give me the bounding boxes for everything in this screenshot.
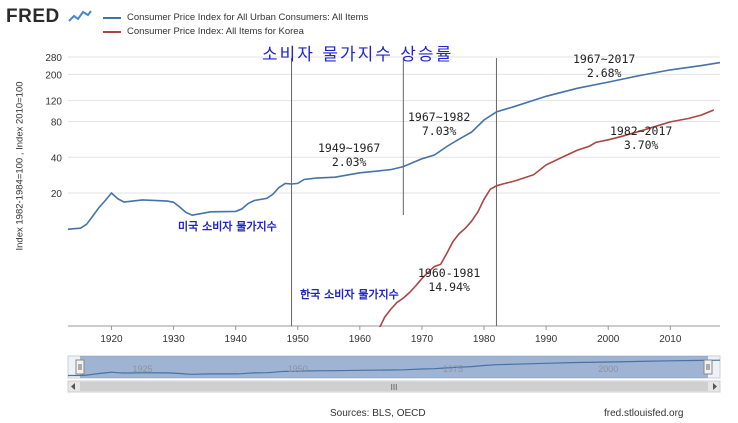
annotation-1960-1981: 1960-1981 14.94% [418, 266, 481, 294]
legend-swatch-us [103, 16, 121, 19]
x-tick-label: 1960 [349, 334, 372, 345]
x-tick-label: 2000 [597, 334, 620, 345]
label-korea-cpi: 한국 소비자 물가지수 [300, 288, 399, 301]
y-tick-label: 80 [51, 118, 63, 129]
y-tick-label: 280 [45, 53, 62, 64]
x-tick-label: 2010 [659, 334, 682, 345]
series-line-korea [359, 109, 715, 349]
y-tick-label: 200 [45, 70, 62, 81]
annotation-1967-1982: 1967~1982 7.03% [408, 110, 471, 138]
navigator-scrollbar[interactable]: III [67, 380, 721, 393]
navigator-tick-label: 1925 [132, 364, 152, 374]
overlay-title: 소비자 물가지수 상승률 [262, 45, 454, 65]
legend-label-korea: Consumer Price Index: All Items for Kore… [127, 26, 304, 37]
legend-item-korea[interactable]: Consumer Price Index: All Items for Kore… [103, 26, 304, 37]
scrollbar-grip-label: III [391, 383, 398, 392]
y-tick-label: 40 [51, 153, 63, 164]
label-us-cpi: 미국 소비자 물가지수 [178, 220, 277, 233]
fred-logo[interactable]: FRED [6, 6, 92, 28]
navigator-right-handle[interactable] [703, 359, 713, 375]
annotation-1982-2017: 1982~2017 3.70% [610, 124, 673, 152]
x-tick-label: 1940 [225, 334, 248, 345]
plot-bottom-mask [68, 327, 720, 351]
navigator-series-line [68, 359, 721, 377]
y-tick-label: 20 [51, 189, 63, 200]
site-link[interactable]: fred.stlouisfed.org [604, 408, 684, 419]
legend-swatch-korea [103, 30, 121, 33]
handle-body [75, 359, 85, 375]
y-tick-label: 120 [45, 97, 62, 108]
scroll-left-arrow-icon[interactable] [71, 383, 75, 390]
navigator-tick-label: 1950 [288, 364, 308, 374]
handle-body [703, 359, 713, 375]
x-tick-label: 1930 [162, 334, 185, 345]
legend-label-us: Consumer Price Index for All Urban Consu… [127, 12, 369, 23]
sources-text: Sources: BLS, OECD [330, 408, 426, 419]
annotation-1949-1967: 1949~1967 2.03% [318, 141, 381, 169]
x-tick-label: 1950 [287, 334, 310, 345]
plot-background [68, 50, 720, 326]
logo-chart-icon [67, 10, 92, 22]
series-line-us [67, 61, 721, 230]
y-axis-label: Index 1982-1984=100 , Index 2010=100 [14, 81, 26, 251]
scroll-right-arrow-icon[interactable] [713, 383, 717, 390]
navigator-tick-label: 1975 [443, 364, 463, 374]
navigator-left-handle[interactable] [75, 359, 85, 375]
navigator-selection [80, 356, 708, 378]
legend-item-us[interactable]: Consumer Price Index for All Urban Consu… [103, 12, 368, 23]
logo-text: FRED [6, 6, 60, 27]
x-tick-label: 1920 [100, 334, 123, 345]
x-tick-label: 1980 [473, 334, 496, 345]
x-tick-label: 1970 [411, 334, 434, 345]
navigator-tick-label: 2000 [598, 364, 618, 374]
annotation-1967-2017: 1967~2017 2.68% [573, 52, 636, 80]
x-tick-label: 1990 [535, 334, 558, 345]
scrollbar-thumb [80, 382, 708, 391]
